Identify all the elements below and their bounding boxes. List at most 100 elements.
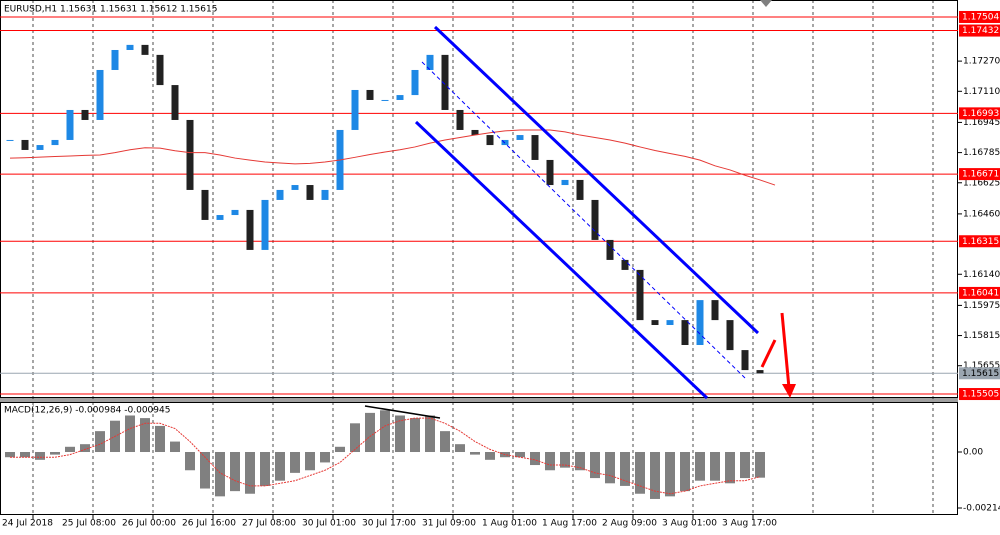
candle	[51, 139, 59, 146]
y-tick-label: 1.16460	[963, 209, 1000, 219]
macd-bar	[245, 452, 255, 494]
candle	[726, 320, 734, 351]
macd-bar	[365, 412, 375, 453]
macd-bar	[65, 446, 75, 453]
candle	[561, 179, 569, 186]
x-tick-label: 27 Jul 08:00	[242, 519, 296, 529]
arrow-head	[782, 384, 796, 398]
macd-bar	[155, 425, 165, 453]
x-tick-label: 25 Jul 08:00	[62, 519, 116, 529]
candle	[186, 119, 194, 190]
y-tick-label: 1.15655	[963, 361, 1000, 371]
macd-bar	[35, 452, 45, 460]
macd-bar	[140, 418, 150, 453]
level-label: 1.16041	[962, 288, 999, 298]
x-tick-label: 24 Jul 2018	[2, 519, 53, 529]
y-tick-label: 1.16785	[963, 148, 1000, 158]
candle	[21, 139, 29, 150]
candle	[126, 44, 134, 50]
y-tick-label: -0.002147	[963, 504, 1000, 514]
channel-lower	[414, 120, 709, 400]
macd-bar	[305, 452, 315, 471]
level-label-bg	[959, 168, 1000, 181]
candle	[231, 209, 239, 216]
y-tick-label: 1.17270	[963, 57, 1000, 67]
macd-bar	[335, 446, 345, 453]
macd-bar	[545, 452, 555, 471]
candle	[666, 320, 674, 326]
candle	[381, 99, 389, 101]
macd-bar	[125, 415, 135, 453]
arrow-down	[780, 312, 791, 389]
x-tick-label: 30 Jul 17:00	[362, 519, 416, 529]
candle	[741, 350, 749, 371]
candle	[636, 269, 644, 321]
x-tick-label: 1 Aug 01:00	[482, 519, 537, 529]
candle	[6, 139, 14, 141]
macd-bar	[410, 418, 420, 453]
macd-bar	[755, 452, 765, 478]
shift-marker	[760, 0, 772, 7]
x-tick-label: 26 Jul 16:00	[182, 519, 236, 529]
macd-panel	[0, 402, 958, 515]
candle	[111, 49, 119, 70]
candle	[576, 179, 584, 200]
macd-bar	[635, 452, 645, 494]
macd-bar	[290, 452, 300, 473]
macd-bar	[695, 452, 705, 481]
candle	[171, 85, 179, 120]
macd-trendline	[364, 405, 441, 419]
y-tick-label: 1.16625	[963, 178, 1000, 188]
channel-upper	[433, 25, 760, 335]
candle	[156, 54, 164, 86]
candle	[366, 89, 374, 100]
candle	[606, 239, 614, 260]
current-price-bg	[959, 367, 1000, 380]
macd-bar	[560, 452, 570, 468]
level-label-bg	[959, 286, 1000, 299]
arrow-up	[760, 339, 777, 368]
candle	[276, 189, 284, 200]
candle	[246, 209, 254, 250]
macd-bar	[710, 452, 720, 481]
macd-bar	[455, 444, 465, 453]
chart-title: EURUSD,H1 1.15631 1.15631 1.15612 1.1561…	[4, 5, 217, 15]
macd-bar	[530, 452, 540, 466]
macd-bar	[185, 452, 195, 471]
candle	[711, 300, 719, 321]
y-tick-label: 0.00	[963, 448, 983, 458]
macd-bar	[575, 452, 585, 471]
macd-bar	[515, 452, 525, 458]
level-label-bg	[959, 10, 1000, 23]
macd-bar	[170, 441, 180, 453]
macd-bar	[620, 452, 630, 486]
candle	[291, 185, 299, 190]
candle	[471, 129, 479, 136]
candle	[681, 320, 689, 345]
x-tick-label: 26 Jul 00:00	[122, 519, 176, 529]
macd-bar	[650, 452, 660, 499]
macd-bar	[275, 452, 285, 481]
candle	[441, 54, 449, 110]
panel-separator	[0, 398, 958, 402]
macd-bar	[680, 452, 690, 492]
macd-bar	[230, 452, 240, 492]
candle	[141, 44, 149, 55]
candle	[396, 95, 404, 100]
macd-bar	[50, 452, 60, 455]
macd-bar	[80, 444, 90, 453]
candle	[546, 159, 554, 186]
x-tick-label: 30 Jul 01:00	[302, 519, 356, 529]
macd-bar	[395, 415, 405, 453]
level-label: 1.16993	[962, 109, 999, 119]
level-label: 1.16315	[962, 237, 999, 247]
macd-bar	[590, 452, 600, 479]
macd-bar	[350, 423, 360, 453]
macd-bar	[95, 431, 105, 453]
macd-bar	[665, 452, 675, 497]
x-tick-label: 1 Aug 17:00	[542, 519, 597, 529]
level-label-bg	[959, 24, 1000, 37]
moving-average	[9, 129, 776, 186]
candle	[216, 215, 224, 220]
